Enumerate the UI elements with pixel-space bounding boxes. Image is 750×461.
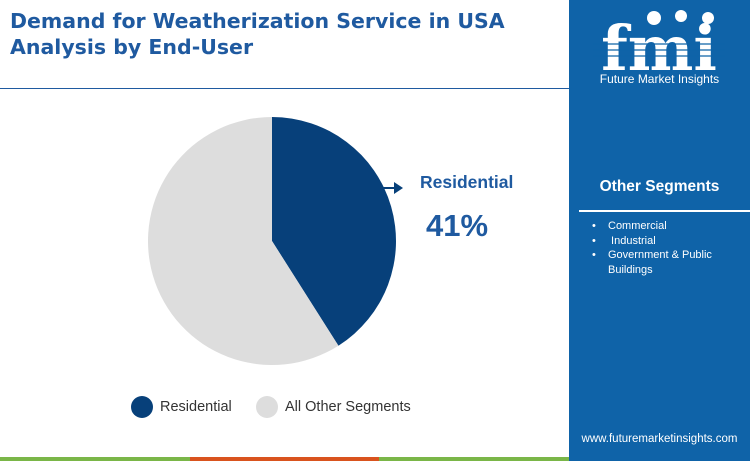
list-item: • Commercial: [592, 220, 667, 232]
list-item: • Government & Public Buildings: [592, 249, 712, 276]
pie-slice-residential: [272, 117, 396, 346]
pie-slice-all-other-segments: [147, 117, 339, 365]
callout-arrow-icon: [383, 182, 403, 194]
chart-title: Demand for Weatherization Service in USA…: [10, 8, 560, 60]
bottom-accent-bar: [0, 457, 570, 461]
bullet-icon: •: [592, 220, 596, 232]
callout-value: 41%: [426, 208, 489, 243]
title-line-1: Demand for Weatherization Service in USA: [10, 9, 505, 33]
logo-letters: fmi: [601, 12, 717, 85]
legend-item-other: All Other Segments: [256, 395, 411, 419]
logo-globe-icon: [647, 10, 714, 25]
legend-item-residential: Residential: [131, 395, 232, 419]
fmi-logo: fmi: [593, 10, 725, 85]
accent-segment-green-2: [379, 457, 570, 461]
title-divider: [0, 88, 569, 89]
other-segments-heading: Other Segments: [599, 178, 720, 195]
bullet-icon: •: [592, 234, 596, 247]
sidebar-panel: fmi Future Market Insights Other Segment…: [569, 0, 750, 461]
legend-label-other: All Other Segments: [285, 399, 411, 415]
brand-name: Future Market Insights: [599, 72, 720, 86]
website-url: www.futuremarketinsights.com: [581, 433, 738, 445]
pie-chart: [147, 117, 396, 365]
other-segments-divider: [579, 210, 750, 212]
list-item: • Industrial: [592, 234, 656, 247]
callout-label: Residential: [420, 172, 514, 192]
legend-swatch-residential: [131, 396, 153, 418]
legend-label-residential: Residential: [160, 399, 232, 415]
legend-swatch-other: [256, 396, 278, 418]
bullet-icon: •: [592, 249, 596, 261]
title-line-2: Analysis by End-User: [10, 35, 254, 59]
accent-segment-green: [0, 457, 190, 461]
other-segments-list: • Commercial • Industrial • Government & P…: [592, 219, 742, 277]
accent-segment-orange: [189, 457, 380, 461]
